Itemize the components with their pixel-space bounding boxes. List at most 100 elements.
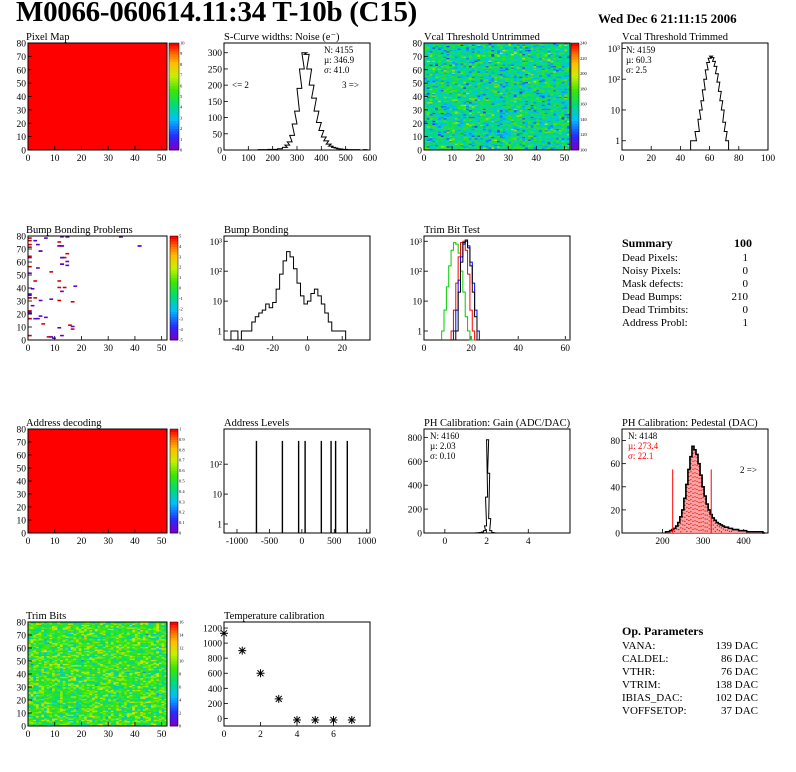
heatmap-cell — [471, 129, 475, 132]
heatmap-cell — [443, 55, 447, 57]
y-tick-label: 10 — [611, 106, 621, 116]
heatmap-cell — [547, 97, 551, 100]
heatmap-cell — [539, 103, 543, 105]
heatmap-cell — [468, 129, 473, 132]
heatmap-cell — [57, 286, 62, 289]
heatmap-cell — [547, 49, 551, 52]
heatmap-cell — [36, 243, 40, 246]
heatmap-cell — [539, 61, 543, 64]
heatmap-cell — [440, 61, 444, 64]
heatmap-cell — [550, 140, 554, 143]
heatmap-cell — [446, 44, 450, 46]
heatmap-cell — [547, 52, 551, 54]
heatmap-cell — [536, 59, 540, 61]
heatmap-cell — [426, 132, 430, 135]
palette-tick-label: 0.5 — [179, 479, 185, 484]
heatmap-cell — [539, 52, 543, 54]
heatmap-cell — [564, 101, 568, 104]
heatmap-cell — [530, 96, 534, 99]
heatmap-cell — [522, 63, 526, 65]
pedestal-dot — [680, 527, 682, 529]
heatmap-cell — [511, 56, 515, 59]
heatmap-cell — [457, 97, 461, 100]
heatmap-cell — [429, 145, 433, 148]
heatmap-cell — [463, 124, 467, 127]
heatmap-cell — [536, 137, 540, 140]
heatmap-cell — [477, 92, 481, 95]
heatmap-cell — [443, 103, 447, 105]
heatmap-cell — [424, 143, 428, 145]
heatmap-cell — [438, 87, 442, 89]
heatmap-cell — [564, 81, 568, 84]
heatmap-cell — [502, 44, 506, 46]
heatmap-cell — [463, 133, 467, 136]
heatmap-cell — [435, 53, 439, 56]
heatmap-cell — [533, 83, 537, 85]
heatmap-cell — [522, 52, 526, 54]
heatmap-cell — [443, 141, 447, 144]
heatmap-cell — [502, 136, 506, 139]
heatmap-cell — [443, 107, 447, 109]
heatmap-cell — [499, 77, 503, 80]
heatmap-cell — [567, 133, 571, 136]
heatmap-cell — [468, 124, 473, 127]
heatmap-cell — [488, 67, 492, 69]
heatmap-cell — [547, 56, 551, 59]
heatmap-cell — [530, 127, 534, 129]
heatmap-cell — [474, 124, 478, 127]
heatmap-cell — [466, 113, 470, 116]
heatmap-cell — [511, 96, 515, 99]
heatmap-cell — [541, 49, 546, 52]
heatmap-cell — [502, 52, 506, 54]
heatmap-cell — [454, 97, 458, 100]
heatmap-cell — [440, 135, 444, 137]
heatmap-cell — [494, 71, 498, 73]
heatmap-cell — [494, 61, 498, 64]
heatmap-cell — [435, 133, 439, 136]
heatmap-cell — [539, 69, 543, 72]
heatmap-cell — [553, 55, 557, 57]
heatmap-cell — [429, 147, 433, 149]
heatmap-cell — [440, 71, 444, 73]
palette-step — [170, 262, 178, 265]
heatmap-cell — [502, 119, 506, 121]
heatmap-cell — [527, 135, 531, 137]
heatmap-cell — [502, 148, 506, 151]
heatmap-cell — [426, 53, 430, 56]
heatmap-cell — [438, 96, 442, 99]
heatmap-cell — [561, 51, 565, 53]
heatmap-cell — [499, 68, 503, 71]
palette-step — [571, 120, 579, 124]
heatmap-cell — [536, 47, 540, 49]
heatmap-cell — [449, 125, 453, 128]
heatmap-cell — [522, 141, 526, 144]
heatmap-cell — [446, 64, 450, 67]
heatmap-cell — [533, 87, 537, 89]
heatmap-cell — [429, 97, 433, 100]
heatmap-cell — [502, 147, 506, 149]
heatmap-cell — [525, 73, 529, 76]
heatmap-cell — [555, 100, 560, 103]
heatmap-cell — [491, 123, 495, 125]
heatmap-cell — [438, 79, 442, 81]
heatmap-cell — [432, 104, 436, 107]
heatmap-cell — [522, 104, 526, 107]
x-tick-label: 0 — [299, 537, 304, 547]
heatmap-cell — [446, 65, 450, 68]
heatmap-cell — [443, 148, 447, 151]
palette-tick-label: -2 — [179, 306, 183, 311]
heatmap-cell — [438, 63, 442, 65]
heatmap-cell — [466, 147, 470, 149]
heatmap-cell — [443, 93, 447, 96]
heatmap-cell — [533, 44, 537, 46]
heatmap-cell — [477, 44, 481, 46]
heatmap-cell — [558, 61, 562, 64]
heatmap-cell — [553, 51, 557, 53]
heatmap-cell — [519, 67, 523, 69]
heatmap-cell — [438, 51, 442, 53]
heatmap-cell — [463, 104, 467, 107]
heatmap-cell — [463, 97, 467, 100]
heatmap-cell — [539, 56, 543, 59]
heatmap-cell — [474, 141, 478, 144]
heatmap-cell — [511, 135, 515, 137]
